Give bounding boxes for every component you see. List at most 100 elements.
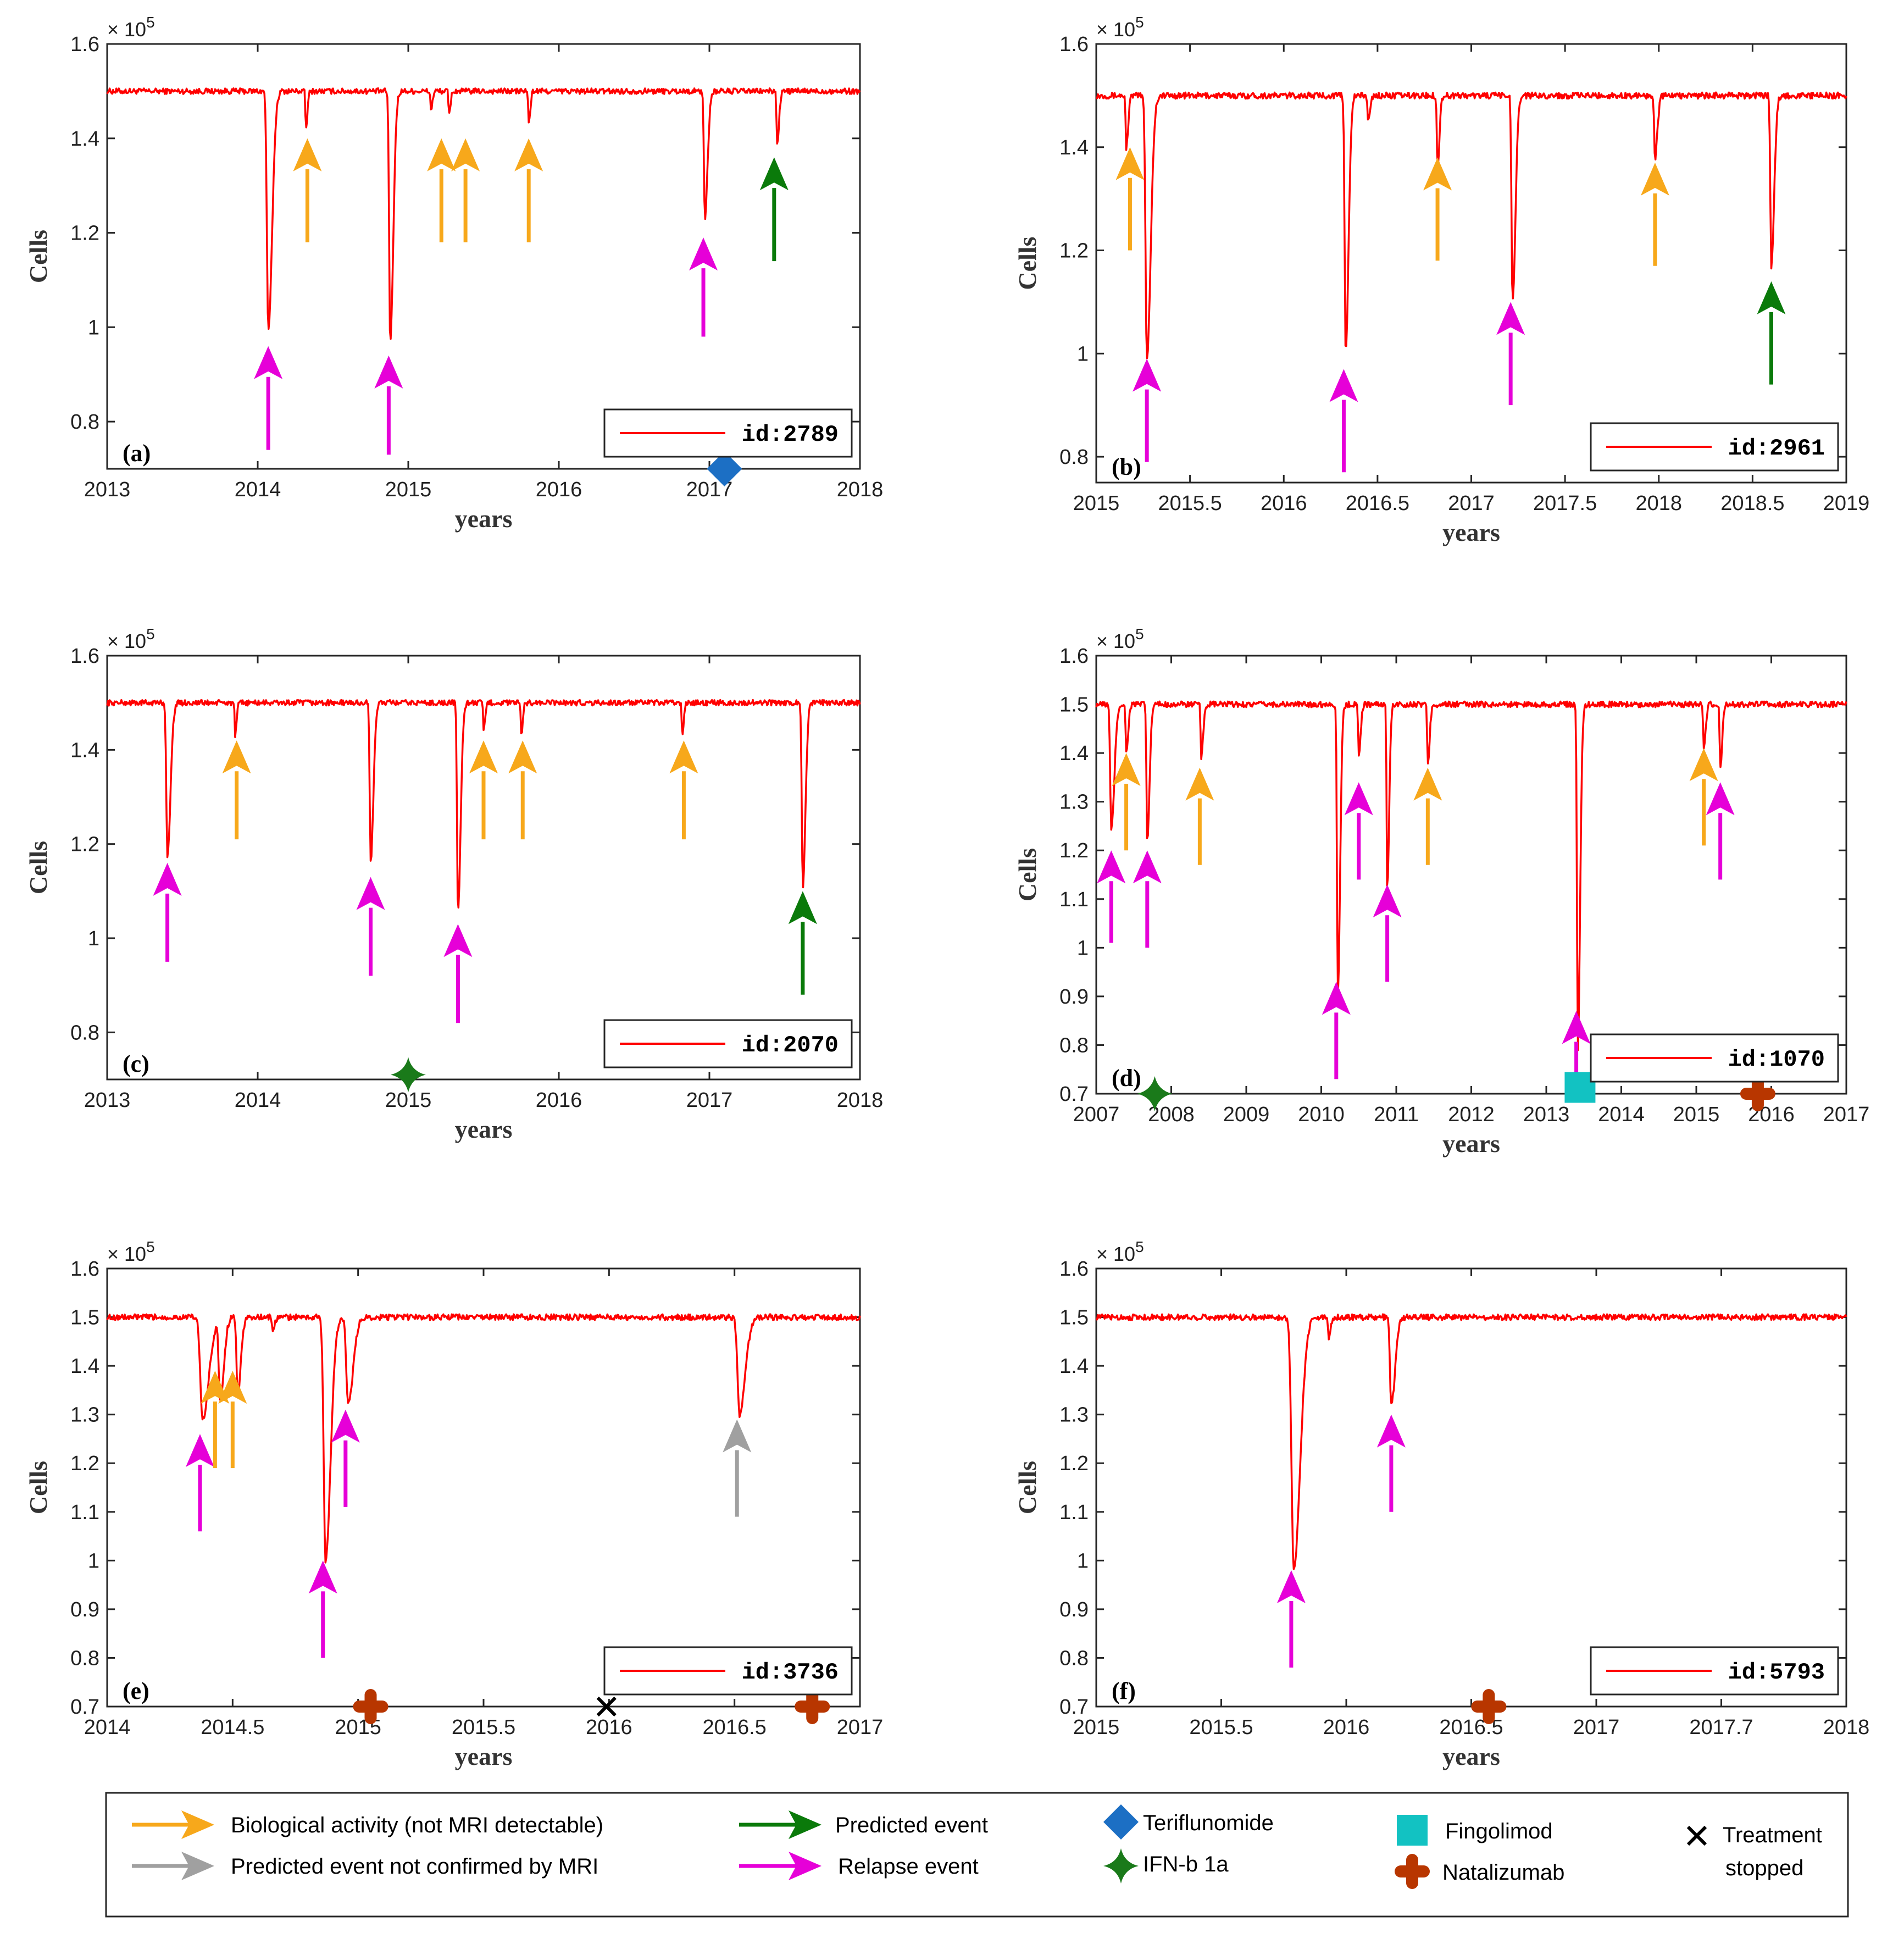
x-tick-label: 2014 — [235, 1089, 281, 1112]
y-exponent-label: × 105 — [107, 14, 155, 41]
predicted-arrow-head — [759, 157, 789, 191]
series-line — [1095, 700, 1847, 1051]
natalizumab-bar-h — [1471, 1701, 1507, 1713]
y-tick-label: 1.2 — [70, 1452, 99, 1475]
y-tick-label: 1.6 — [1059, 33, 1089, 56]
y-exponent-power: 5 — [1135, 625, 1144, 643]
y-exponent-label: × 105 — [107, 625, 155, 652]
x-tick-label: 2010 — [1298, 1103, 1345, 1126]
biological-legend-arrow-head — [181, 1810, 214, 1839]
relapse-arrow-head — [308, 1560, 337, 1594]
y-tick-label: 1.5 — [70, 1306, 99, 1330]
y-tick-label: 1 — [88, 927, 99, 950]
teriflunomide-marker — [1103, 1804, 1139, 1840]
y-exponent-label: × 105 — [1096, 625, 1144, 652]
ifnb-marker — [1137, 1076, 1173, 1111]
ifnb-marker — [1103, 1848, 1139, 1884]
y-tick-label: 0.8 — [70, 1647, 99, 1670]
relapse-legend-arrow-head — [789, 1852, 821, 1880]
legend-label-predicted: Predicted event — [835, 1813, 988, 1837]
relapse-arrow-head — [1322, 982, 1351, 1015]
x-tick-label: 2016 — [1323, 1716, 1370, 1739]
plot-frame — [106, 43, 861, 470]
relapse-arrow-head — [1276, 1570, 1306, 1604]
panel-label: (e) — [123, 1677, 149, 1704]
x-tick-label: 2019 — [1823, 492, 1870, 515]
relapse-arrow-head — [374, 355, 403, 389]
biological-arrow-head — [1413, 767, 1442, 801]
x-axis-label: years — [455, 505, 513, 533]
x-tick-label: 2015 — [385, 478, 432, 501]
y-axis-label: Cells — [24, 1461, 52, 1514]
natalizumab-marker — [1471, 1689, 1507, 1724]
x-tick-label: 2014 — [235, 478, 281, 501]
relapse-arrow-head — [1133, 850, 1162, 884]
relapse-arrow-head — [1373, 884, 1402, 918]
x-tick-label: 2017.7 — [1689, 1716, 1753, 1739]
predicted-arrow-head — [788, 891, 817, 924]
legend-label-relapse: Relapse event — [838, 1854, 979, 1879]
biological-arrow-head — [222, 740, 251, 774]
y-tick-label: 1.3 — [1059, 791, 1089, 814]
y-tick-label: 1.6 — [70, 645, 99, 668]
relapse-arrow-head — [1496, 302, 1525, 335]
y-tick-label: 1.5 — [1059, 1306, 1089, 1330]
y-tick-label: 1 — [88, 316, 99, 339]
y-exponent-label: × 105 — [1096, 1238, 1144, 1265]
series-legend-label: id:1070 — [1728, 1046, 1825, 1073]
legend-label-ifnb: IFN-b 1a — [1143, 1852, 1229, 1876]
series-line — [106, 87, 861, 340]
panel-b: 2015 2015.5 2016 2016.5 2017 2017.5 2018 2018.5… — [1013, 14, 1869, 546]
relapse-arrow-head — [443, 924, 473, 957]
biological-arrow-head — [514, 138, 543, 171]
x-tick-label: 2017 — [1448, 492, 1495, 515]
x-tick-label: 2017 — [837, 1716, 884, 1739]
plot-frame — [1095, 655, 1847, 1095]
x-tick-label: 2018 — [1635, 492, 1682, 515]
x-tick-label: 2017 — [1573, 1716, 1620, 1739]
x-tick-label: 2017 — [1823, 1103, 1870, 1126]
treatment-stopped-marker — [596, 1696, 617, 1717]
y-tick-label: 1.3 — [1059, 1404, 1089, 1427]
y-tick-label: 0.8 — [1059, 1647, 1089, 1670]
relapse-arrow-head — [1376, 1414, 1406, 1448]
x-tick-label: 2014.5 — [201, 1716, 264, 1739]
y-tick-label: 1 — [1077, 937, 1089, 960]
x-tick-label: 2017 — [686, 1089, 733, 1112]
y-tick-label: 1 — [88, 1549, 99, 1572]
y-axis-label: Cells — [1013, 236, 1041, 290]
panel-label: (b) — [1112, 453, 1141, 480]
x-tick-label: 2015 — [385, 1089, 432, 1112]
y-tick-label: 1.2 — [70, 222, 99, 245]
y-tick-label: 1 — [1077, 1549, 1089, 1572]
y-tick-label: 0.8 — [1059, 446, 1089, 469]
relapse-arrow-head — [331, 1409, 360, 1443]
x-tick-label: 2015 — [1073, 492, 1120, 515]
y-tick-label: 0.9 — [1059, 1598, 1089, 1621]
x-axis-label: years — [455, 1742, 513, 1770]
x-tick-label: 2015.5 — [452, 1716, 515, 1739]
x-tick-label: 2016.5 — [1346, 492, 1409, 515]
x-tick-label: 2015.5 — [1158, 492, 1222, 515]
series-legend-box — [1590, 422, 1839, 472]
biological-arrow-head — [469, 740, 498, 774]
legend-box: Biological activity (not MRI detectable)… — [105, 1792, 1849, 1918]
y-tick-label: 1.2 — [1059, 1452, 1089, 1475]
biological-arrow-head — [1115, 147, 1145, 180]
plot-frame — [106, 1267, 861, 1708]
y-tick-label: 1.4 — [70, 739, 99, 762]
x-tick-label: 2014 — [84, 1716, 131, 1739]
relapse-arrow-head — [1329, 369, 1358, 402]
biological-arrow-head — [669, 740, 698, 774]
natalizumab-bar-h — [353, 1701, 388, 1713]
y-tick-label: 1.1 — [1059, 1501, 1089, 1524]
biological-arrow-head — [1423, 157, 1452, 191]
relapse-arrow-head — [153, 862, 182, 896]
legend-frame — [105, 1792, 1849, 1918]
ifnb-marker — [391, 1057, 426, 1093]
treatment-stopped-marker — [1686, 1825, 1707, 1846]
y-tick-label: 1.5 — [1059, 694, 1089, 717]
x-tick-label: 2015 — [1073, 1716, 1120, 1739]
x-tick-label: 2015.5 — [1189, 1716, 1253, 1739]
